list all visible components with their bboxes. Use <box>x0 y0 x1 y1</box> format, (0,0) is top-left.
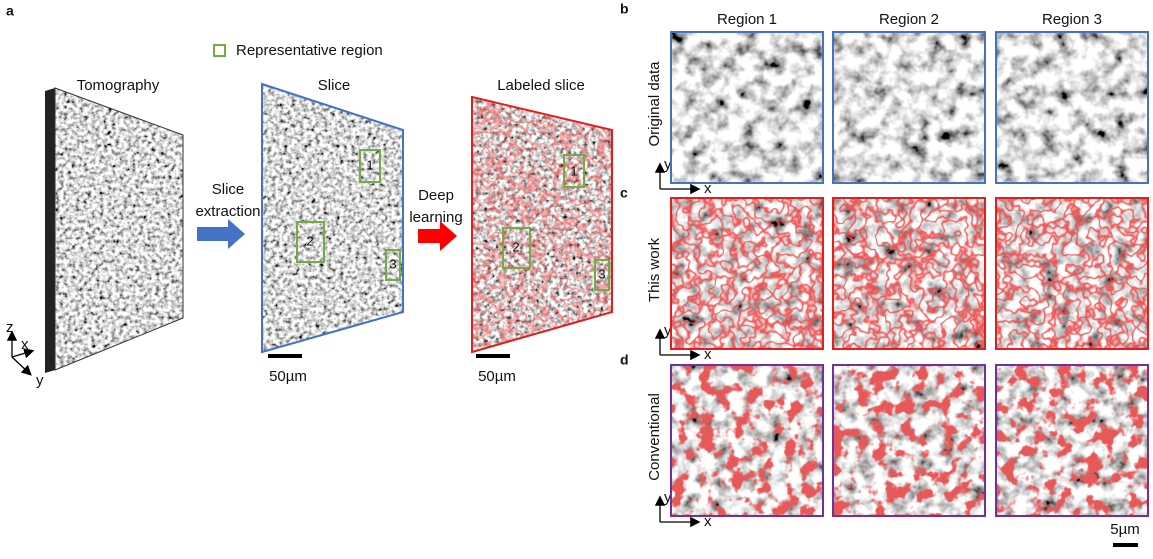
scale-label: 50µm <box>478 368 516 385</box>
region-frame <box>995 197 1149 350</box>
region-frame <box>670 364 824 517</box>
region-frame <box>832 197 986 350</box>
region-number: 1 <box>366 157 373 172</box>
region-number: 1 <box>570 163 577 178</box>
region-frame <box>832 364 986 517</box>
arrow <box>418 221 457 251</box>
slice-image <box>262 84 403 352</box>
scale-label: 5µm <box>1110 521 1139 538</box>
panel-label: d <box>620 352 629 368</box>
segmentation-overlay <box>996 198 1148 349</box>
scale-label: 50µm <box>269 368 307 385</box>
region-box <box>359 149 381 183</box>
segmentation-overlay <box>671 365 823 516</box>
region-number: 3 <box>389 256 396 271</box>
step-label: learning <box>409 209 462 226</box>
axis-arrow <box>11 348 35 359</box>
segmentation-overlay <box>833 198 985 349</box>
region-box <box>563 154 585 188</box>
legend-swatch <box>213 44 226 57</box>
legend-text: Representative region <box>236 42 383 59</box>
row-title: Conventional <box>646 393 663 481</box>
region-box <box>385 249 401 281</box>
slab-side <box>45 88 55 373</box>
labeled-overlay <box>472 97 612 352</box>
region-number: 3 <box>598 266 605 281</box>
axis-arrow <box>11 356 32 376</box>
slice-outline <box>261 82 404 354</box>
panel-label: a <box>6 3 14 19</box>
region-number: 2 <box>306 233 313 248</box>
labeled-outline <box>471 95 613 354</box>
column-title: Region 3 <box>1042 11 1102 28</box>
segmentation-overlay <box>996 365 1148 516</box>
slab-outline <box>54 87 184 371</box>
region-frame <box>670 197 824 350</box>
axis-label: x <box>704 346 712 363</box>
axis-label: y <box>664 322 672 339</box>
region-number: 2 <box>512 239 519 254</box>
segmentation-overlay <box>671 198 823 349</box>
axis-label: x <box>21 336 29 353</box>
axis-label: y <box>36 372 44 389</box>
step-label: extraction <box>195 203 260 220</box>
column-title: Region 2 <box>879 11 939 28</box>
region-image <box>671 32 823 183</box>
region-box <box>594 259 610 291</box>
row-title: This work <box>646 237 663 302</box>
axis-label: y <box>664 489 672 506</box>
axis-label: z <box>6 319 14 336</box>
panel-label: b <box>620 1 629 17</box>
axis-label: x <box>704 513 712 530</box>
region-frame <box>995 31 1149 184</box>
tomography-volume <box>55 88 183 370</box>
labeled-title: Labeled slice <box>497 77 585 94</box>
region-box <box>502 227 531 269</box>
region-box <box>296 221 325 263</box>
segmentation-overlay <box>833 365 985 516</box>
slice-title: Slice <box>318 77 351 94</box>
step-label: Deep <box>418 187 454 204</box>
region-frame <box>670 31 824 184</box>
panel-label: c <box>620 185 628 201</box>
region-frame <box>995 364 1149 517</box>
tomography-title: Tomography <box>77 77 160 94</box>
arrow <box>197 219 245 249</box>
axis-label: y <box>664 156 672 173</box>
region-image <box>833 32 985 183</box>
column-title: Region 1 <box>717 11 777 28</box>
row-title: Original data <box>646 61 663 147</box>
region-frame <box>832 31 986 184</box>
axis-label: x <box>704 180 712 197</box>
step-label: Slice <box>212 181 245 198</box>
region-image <box>996 32 1148 183</box>
